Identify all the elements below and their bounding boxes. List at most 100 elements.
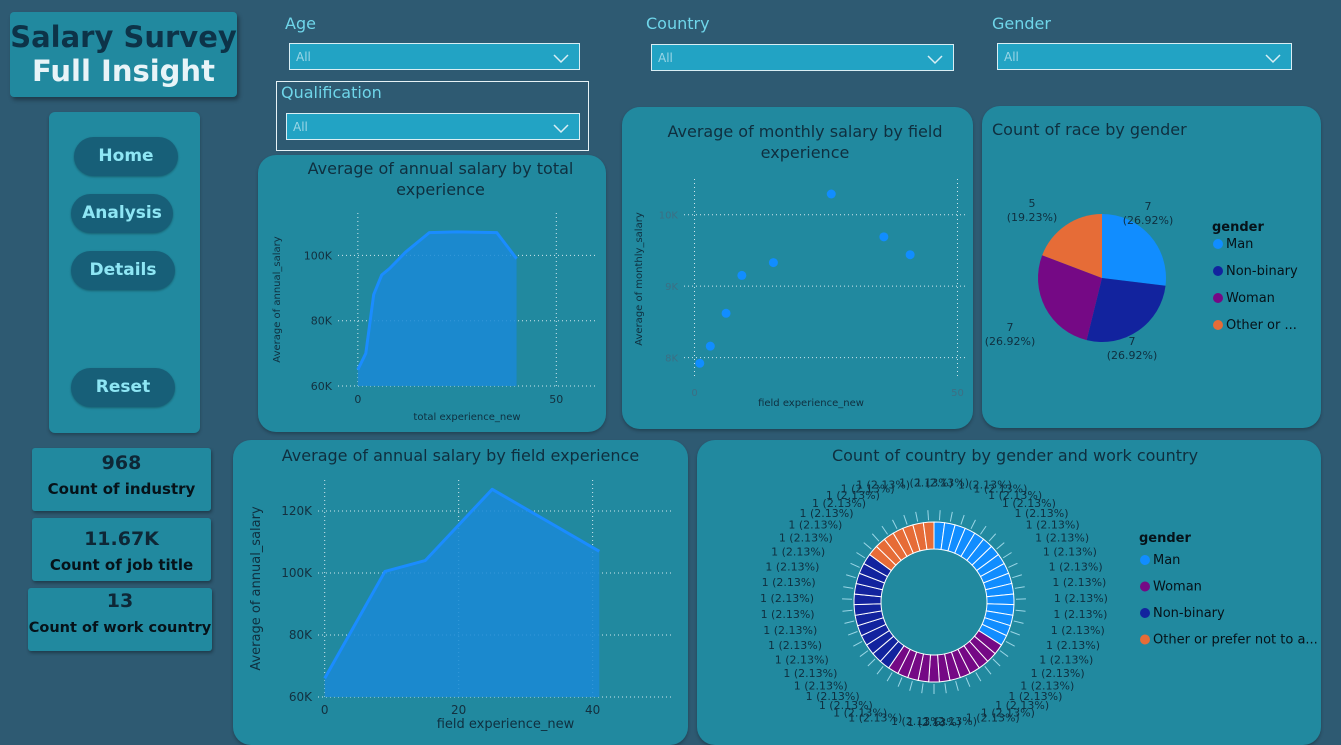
leader-line <box>853 641 862 646</box>
leader-line <box>1008 563 1017 567</box>
donut-data-label: 1 (2.13%) <box>763 624 817 637</box>
legend-title: gender <box>1212 220 1265 235</box>
age-slicer-value: All <box>296 50 311 64</box>
x-tick-label: 20 <box>451 703 466 717</box>
country-filter-label: Country <box>646 14 710 33</box>
leader-line <box>928 510 929 520</box>
chart-monthly-by-field-experience[interactable]: Average of monthly salary by field exper… <box>622 107 973 429</box>
qualification-slicer[interactable]: All <box>286 113 580 140</box>
chart-annual-by-total-experience[interactable]: Average of annual salary by total experi… <box>258 155 606 432</box>
pie-data-label-pct: (19.23%) <box>1007 211 1058 224</box>
country-slicer[interactable]: All <box>651 44 954 71</box>
leader-line <box>848 631 857 635</box>
y-axis-label: Average of annual_salary <box>249 506 264 671</box>
leader-line <box>893 520 898 529</box>
legend-marker <box>1140 635 1150 645</box>
report-title-line2: Full Insight <box>10 54 237 88</box>
kpi-card-industry: 968 Count of industry <box>32 448 211 511</box>
kpi-value: 968 <box>32 452 211 474</box>
leader-line <box>989 534 996 541</box>
donut-data-label: 1 (2.13%) <box>1039 654 1093 667</box>
pie-data-label: 7 <box>1007 321 1014 334</box>
x-tick-label: 0 <box>354 393 361 406</box>
donut-data-label: 1 (2.13%) <box>1043 545 1097 558</box>
leader-line <box>950 512 952 522</box>
leader-line <box>1012 575 1022 578</box>
donut-data-label: 1 (2.13%) <box>760 592 814 605</box>
x-tick-label: 40 <box>585 703 600 717</box>
donut-data-label: 1 (2.13%) <box>788 519 842 532</box>
data-point <box>879 232 888 241</box>
leader-line <box>1006 641 1015 646</box>
kpi-value: 11.67K <box>32 528 211 550</box>
reset-button[interactable]: Reset <box>71 368 175 407</box>
leader-line <box>980 526 986 534</box>
gender-slicer[interactable]: All <box>997 43 1292 70</box>
kpi-card-job-title: 11.67K Count of job title <box>32 518 211 581</box>
details-button[interactable]: Details <box>71 251 175 290</box>
donut-data-label: 1 (2.13%) <box>1035 531 1089 544</box>
report-title-line1: Salary Survey <box>10 20 237 54</box>
leader-line <box>882 526 888 534</box>
donut-data-label: 1 (2.13%) <box>768 639 822 652</box>
legend-label: Non-binary <box>1226 264 1298 279</box>
legend-marker <box>1213 320 1223 330</box>
x-axis-label: field experience_new <box>437 717 575 732</box>
x-tick-label: 0 <box>691 388 697 399</box>
x-tick-label: 50 <box>549 393 563 406</box>
country-slicer-value: All <box>658 51 673 65</box>
legend-marker <box>1140 582 1150 592</box>
leader-line <box>845 621 855 623</box>
leader-line <box>971 520 976 529</box>
y-tick-label: 60K <box>311 380 333 393</box>
legend-label: Other or prefer not to a... <box>1153 633 1318 648</box>
chart-plot: 1 (2.13%)1 (2.13%)1 (2.13%)1 (2.13%)1 (2… <box>697 440 1321 745</box>
donut-data-label: 1 (2.13%) <box>1054 592 1108 605</box>
gender-filter-label: Gender <box>992 14 1051 33</box>
age-slicer[interactable]: All <box>289 43 580 70</box>
leader-line <box>864 543 872 549</box>
leader-line <box>842 610 852 611</box>
chart-country-by-gender[interactable]: Count of country by gender and work coun… <box>697 440 1321 745</box>
y-tick-label: 8K <box>665 354 678 365</box>
y-tick-label: 100K <box>304 249 333 262</box>
leader-line <box>843 587 853 589</box>
leader-line <box>1016 610 1026 611</box>
data-point <box>737 271 746 280</box>
chart-annual-by-field-experience[interactable]: Average of annual salary by field experi… <box>233 440 688 745</box>
y-tick-label: 9K <box>665 282 678 293</box>
kpi-label: Count of work country <box>28 620 212 636</box>
donut-data-label: 1 (2.13%) <box>1053 608 1107 621</box>
x-axis-label: field experience_new <box>758 398 864 409</box>
donut-data-label: 1 (2.13%) <box>779 531 833 544</box>
y-tick-label: 10K <box>659 211 679 222</box>
legend-marker <box>1140 555 1150 565</box>
y-tick-label: 80K <box>311 315 333 328</box>
leader-line <box>1011 631 1020 635</box>
leader-line <box>976 673 981 682</box>
kpi-label: Count of industry <box>32 480 211 498</box>
donut-data-label: 1 (2.13%) <box>1026 519 1080 532</box>
leader-line <box>860 651 868 657</box>
donut-data-label: 1 (2.13%) <box>762 576 816 589</box>
leader-line <box>945 683 946 693</box>
legend-label: Woman <box>1226 291 1275 306</box>
donut-data-label: 1 (2.13%) <box>794 679 848 692</box>
y-axis-label: Average of monthly_salary <box>634 212 645 346</box>
leader-line <box>1003 552 1011 557</box>
leader-line <box>985 666 991 674</box>
leader-line <box>916 512 918 522</box>
leader-line <box>904 515 907 524</box>
leader-line <box>966 677 970 686</box>
home-button[interactable]: Home <box>74 137 178 176</box>
donut-data-label: 1 (2.13%) <box>771 545 825 558</box>
x-tick-label: 50 <box>951 388 964 399</box>
navigation-panel: Home Analysis Details Reset <box>49 112 200 433</box>
analysis-button[interactable]: Analysis <box>71 194 173 233</box>
leader-line <box>856 552 864 557</box>
donut-data-label: 1 (2.13%) <box>761 608 815 621</box>
data-point <box>769 258 778 267</box>
chart-race-by-gender[interactable]: Count of race by gender 7(26.92%)7(26.92… <box>982 106 1321 428</box>
